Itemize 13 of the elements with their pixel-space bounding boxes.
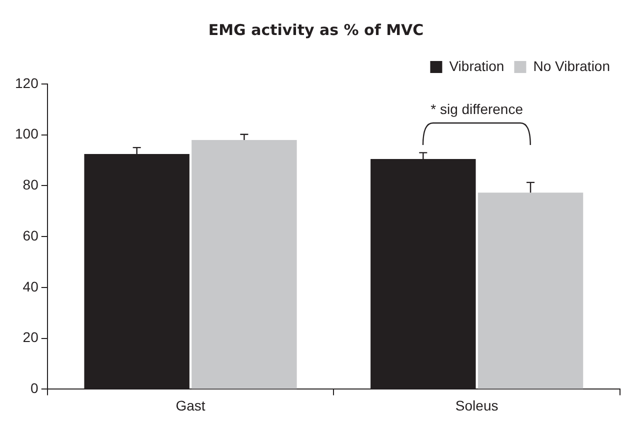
y-tick-label: 0 xyxy=(30,380,39,396)
x-tick-label: Gast xyxy=(176,397,206,414)
chart-title: EMG activity as % of MVC xyxy=(208,20,424,39)
annotation: * sig difference xyxy=(430,100,524,117)
y-tick-label: 80 xyxy=(22,176,39,193)
legend-label: No Vibration xyxy=(533,58,610,74)
y-tick-label: 120 xyxy=(15,74,39,91)
y-tick-label: 100 xyxy=(15,126,39,142)
x-tick-label: Soleus xyxy=(455,397,498,414)
y-tick-label: 60 xyxy=(22,227,39,244)
y-tick-label: 40 xyxy=(22,278,39,294)
legend-label: Vibration xyxy=(449,58,504,74)
y-tick-label: 20 xyxy=(22,329,39,346)
